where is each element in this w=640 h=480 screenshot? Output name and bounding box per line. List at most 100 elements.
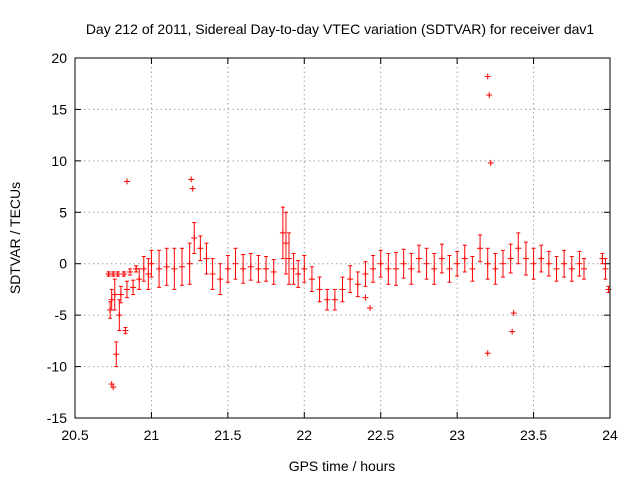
data-point <box>431 252 438 285</box>
data-point <box>282 211 289 275</box>
data-point <box>370 254 377 283</box>
data-point <box>581 258 588 280</box>
data-point <box>127 268 134 276</box>
x-axis: 20.5 21 21.5 22 22.5 23 23.5 24 <box>61 58 618 443</box>
data-point <box>538 244 545 273</box>
data-point <box>377 249 384 278</box>
data-point <box>114 271 121 277</box>
data-point <box>477 234 484 263</box>
x-tick-label: 22.5 <box>367 427 394 443</box>
data-point <box>156 249 163 288</box>
data-point <box>438 243 445 274</box>
outlier-point <box>188 176 195 183</box>
data-point <box>171 247 178 290</box>
data-point <box>108 288 115 311</box>
data-point <box>286 232 292 285</box>
data-point <box>295 260 302 288</box>
data-point <box>602 258 609 280</box>
data-point <box>408 252 415 285</box>
data-point <box>347 265 354 294</box>
data-point <box>270 259 277 285</box>
data-point <box>113 341 120 368</box>
data-point <box>339 276 346 303</box>
x-tick-label: 21.5 <box>214 427 241 443</box>
y-tick-label: 0 <box>59 256 67 272</box>
data-point <box>203 242 210 275</box>
data-point <box>163 247 170 286</box>
x-tick-label: 20.5 <box>61 427 88 443</box>
data-point <box>331 288 338 311</box>
data-point <box>130 279 137 296</box>
data-point <box>122 326 129 335</box>
data-point <box>197 235 204 262</box>
data-point <box>492 252 499 285</box>
data-point <box>136 268 143 290</box>
data-point <box>117 285 124 304</box>
x-tick-label: 22 <box>296 427 312 443</box>
data-point <box>217 263 224 296</box>
outlier-point <box>510 310 517 317</box>
data-point <box>186 242 193 285</box>
outlier-point <box>509 328 516 335</box>
y-axis-label: SDTVAR / TECUs <box>7 182 23 294</box>
data-point <box>484 247 491 280</box>
x-tick-label: 24 <box>602 427 618 443</box>
data-point <box>279 206 286 260</box>
data-point <box>308 266 315 292</box>
data-point <box>232 247 239 280</box>
data-point <box>247 252 254 281</box>
outlier-point <box>362 294 369 301</box>
y-axis: -15 -10 -5 0 5 10 15 20 <box>47 50 610 426</box>
outlier-point <box>110 384 117 391</box>
data-point <box>530 247 537 280</box>
outlier-point <box>123 178 130 185</box>
y-tick-label: 15 <box>51 101 67 117</box>
data-point <box>120 271 127 277</box>
data-point <box>123 280 130 299</box>
data-point <box>393 251 399 286</box>
data-point <box>324 288 331 311</box>
outlier-point <box>487 159 494 166</box>
data-point <box>145 258 152 290</box>
outlier-point <box>486 92 493 99</box>
data-series <box>105 73 612 391</box>
data-point <box>255 254 262 283</box>
outlier-point <box>484 350 491 357</box>
data-point <box>461 244 468 273</box>
data-point <box>290 252 297 285</box>
data-point <box>500 249 506 278</box>
data-point <box>423 247 430 280</box>
data-point <box>507 243 514 274</box>
y-tick-label: 20 <box>51 50 67 66</box>
y-tick-label: 10 <box>51 153 67 169</box>
data-point <box>605 285 612 294</box>
x-tick-label: 23 <box>449 427 465 443</box>
data-point <box>469 256 476 282</box>
outlier-point <box>108 381 115 388</box>
data-point <box>553 256 560 282</box>
data-point <box>415 244 422 273</box>
data-point <box>301 254 308 283</box>
x-tick-label: 23.5 <box>520 427 547 443</box>
data-point <box>179 247 185 286</box>
outlier-point <box>367 304 374 311</box>
data-point <box>224 254 231 283</box>
outlier-point <box>484 73 491 80</box>
data-point <box>140 256 147 282</box>
data-point <box>116 299 123 332</box>
data-point <box>354 271 361 298</box>
data-point <box>400 248 407 279</box>
y-tick-label: 5 <box>59 204 67 220</box>
x-tick-label: 21 <box>144 427 160 443</box>
data-point <box>148 249 155 278</box>
data-point <box>385 252 392 285</box>
y-tick-label: -15 <box>47 410 67 426</box>
data-point <box>522 241 529 276</box>
plot-frame <box>74 57 611 419</box>
data-point <box>191 222 198 254</box>
data-point <box>446 254 453 283</box>
data-point <box>240 253 247 284</box>
outlier-point <box>189 185 196 192</box>
data-point <box>111 278 118 311</box>
data-point <box>576 250 583 277</box>
